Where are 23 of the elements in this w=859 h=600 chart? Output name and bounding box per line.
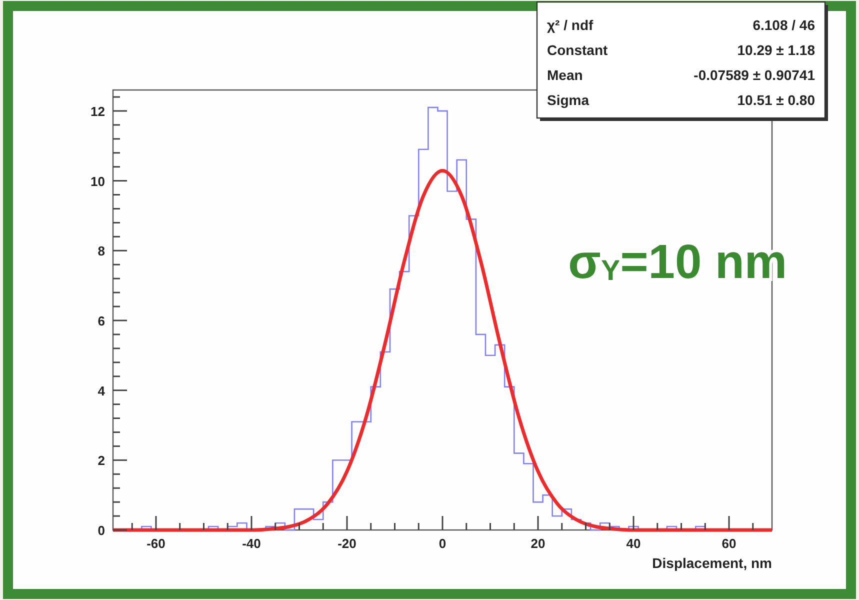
x-tick-label: 60: [722, 536, 736, 551]
x-tick-label: -60: [146, 536, 166, 551]
text: χ² / ndf: [547, 17, 594, 33]
x-axis-title: Displacement, nm: [652, 555, 772, 571]
y-tick-label: 0: [98, 523, 105, 538]
y-tick-label: 2: [98, 453, 105, 468]
y-tick-label: 6: [98, 313, 105, 328]
y-tick-label: 12: [90, 104, 105, 119]
x-tick-label: -40: [242, 536, 261, 551]
x-tick-label: -20: [338, 536, 356, 551]
y-tick-label: 8: [98, 244, 105, 259]
text: Mean: [547, 67, 583, 83]
y-tick-label: 4: [98, 383, 106, 398]
x-tick-label: 0: [438, 536, 446, 551]
x-tick-label: 40: [626, 536, 641, 551]
text: Constant: [547, 42, 608, 58]
annotation: Sigma: [547, 92, 590, 108]
text: -0.07589 ± 0.90741: [694, 67, 816, 83]
annotation: 10.51 ± 0.80: [737, 92, 816, 108]
y-tick-label: 10: [90, 174, 105, 189]
text: 6.108 / 46: [752, 17, 816, 33]
text: 10.29 ± 1.18: [737, 42, 816, 58]
x-tick-label: 20: [530, 536, 546, 551]
